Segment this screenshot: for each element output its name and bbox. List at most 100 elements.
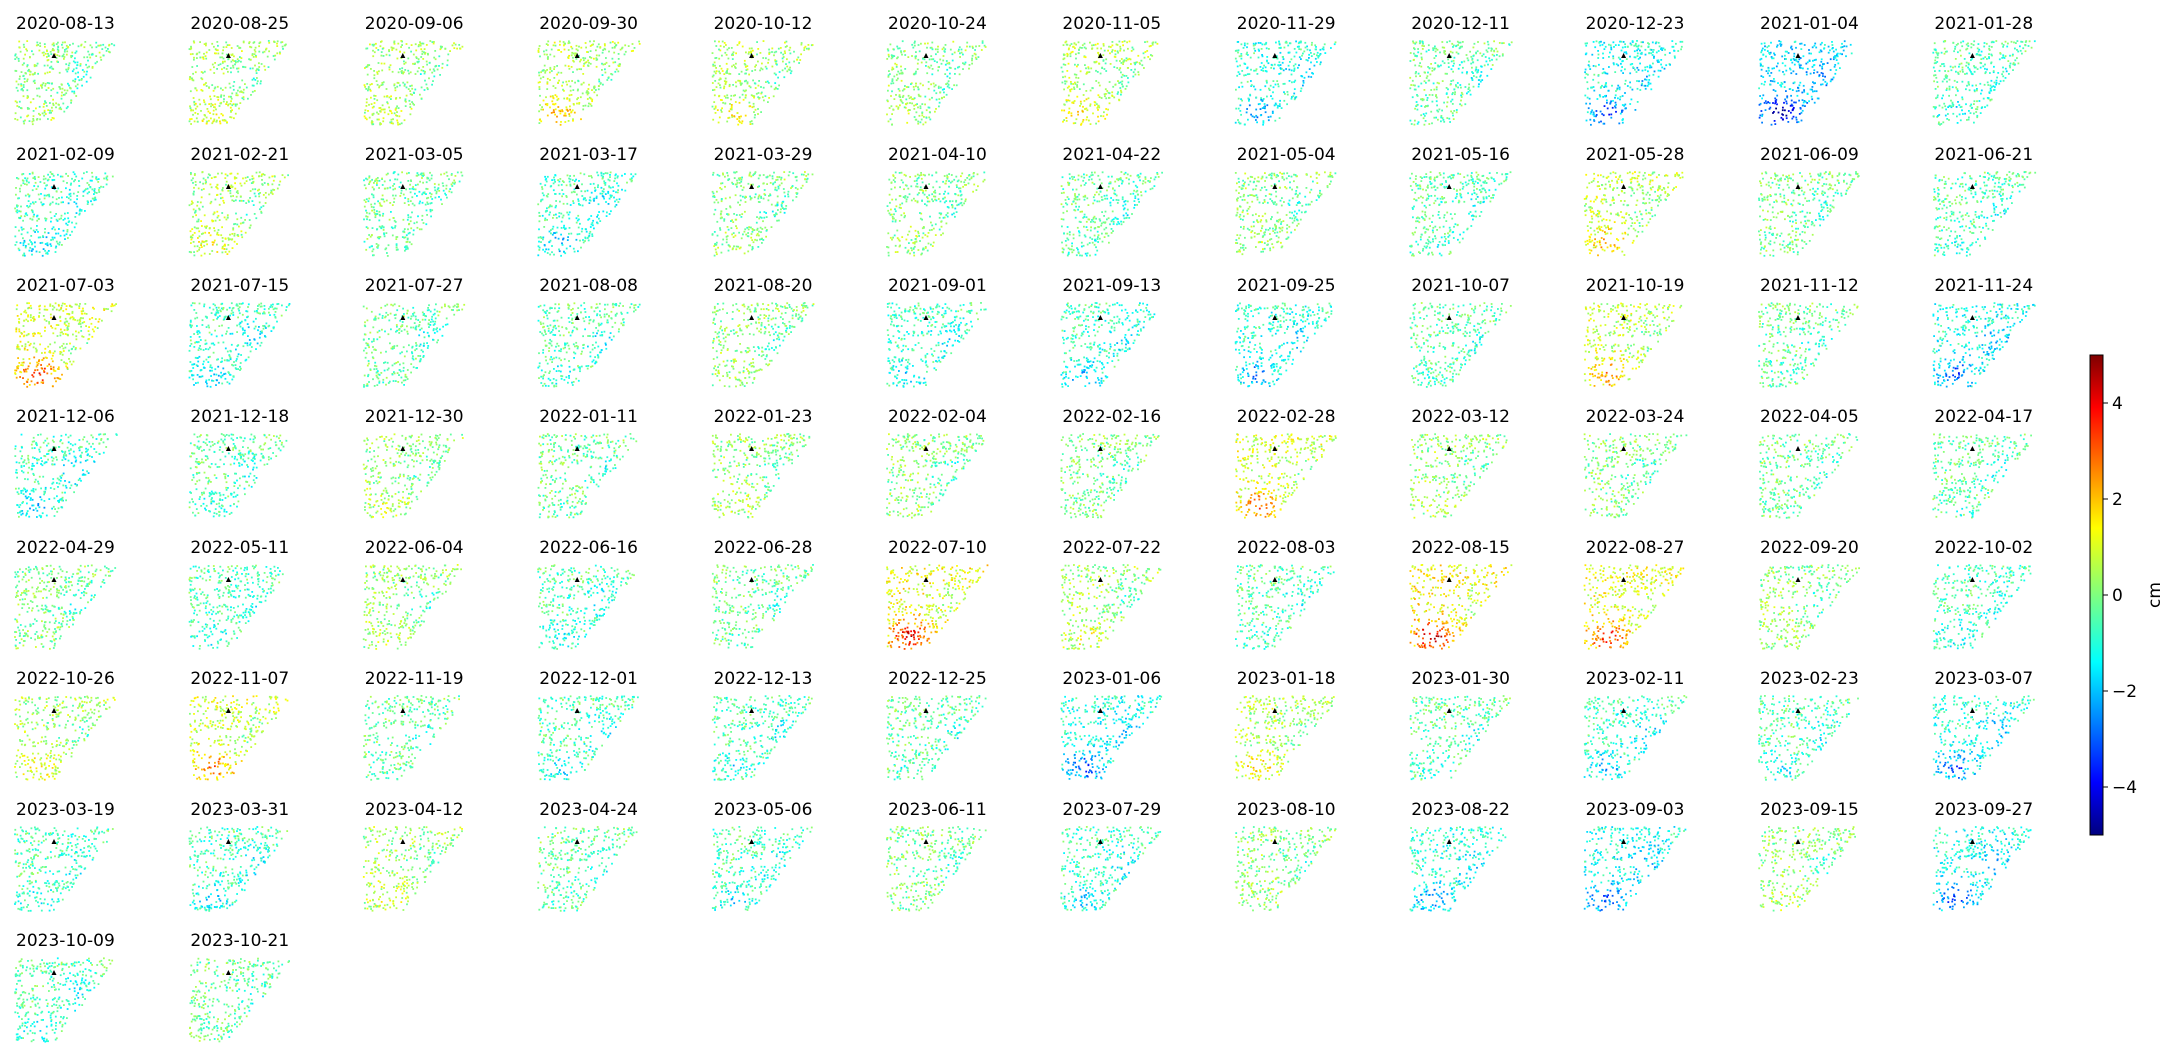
displacement-points: [886, 564, 988, 650]
panel-title: 2020-09-06: [365, 14, 464, 34]
displacement-points: [363, 695, 460, 781]
displacement-points: [363, 171, 463, 257]
displacement-points: [1584, 826, 1687, 912]
map-panel: 2023-09-15: [1758, 800, 1858, 912]
map-panel: 2021-10-19: [1584, 276, 1684, 387]
map-panel: 2022-02-28: [1235, 407, 1337, 519]
reference-point-marker: [1970, 446, 1975, 451]
displacement-points: [14, 957, 113, 1042]
displacement-points: [886, 695, 986, 780]
displacement-points: [886, 826, 987, 912]
panel-title: 2022-03-24: [1586, 407, 1685, 427]
displacement-points: [1584, 40, 1683, 126]
panel-title: 2021-03-29: [714, 145, 813, 165]
map-panel: 2023-09-03: [1584, 800, 1687, 912]
reference-point-marker: [1098, 708, 1103, 713]
reference-point-marker: [1447, 53, 1452, 58]
displacement-points: [364, 40, 464, 126]
map-panel: 2023-02-23: [1758, 669, 1859, 781]
map-panel: 2022-09-20: [1759, 538, 1860, 650]
panel-title: 2020-10-24: [888, 14, 987, 34]
reference-point-marker: [1796, 53, 1801, 58]
panel-title: 2022-06-04: [365, 538, 464, 558]
panel-title: 2021-06-09: [1760, 145, 1859, 165]
reference-point-marker: [400, 577, 405, 582]
displacement-points: [14, 565, 116, 650]
map-panel: 2022-07-10: [886, 538, 988, 650]
panel-title: 2021-01-04: [1760, 14, 1859, 34]
map-panel: 2021-01-28: [1932, 14, 2035, 126]
map-panel: 2022-08-03: [1235, 538, 1336, 650]
displacement-points: [537, 564, 635, 650]
displacement-points: [1759, 433, 1858, 519]
displacement-points: [712, 826, 813, 911]
map-panel: 2021-12-30: [363, 407, 464, 518]
displacement-points: [1758, 695, 1859, 781]
reference-point-marker: [575, 839, 580, 844]
map-panel: 2022-04-05: [1759, 407, 1859, 519]
map-panel: 2020-10-12: [712, 14, 814, 126]
colorbar-tick-label: 0: [2112, 586, 2123, 606]
panel-title: 2022-09-20: [1760, 538, 1859, 558]
map-panel: 2021-12-18: [189, 407, 289, 517]
reference-point-marker: [1447, 839, 1452, 844]
panel-title: 2021-03-17: [539, 145, 638, 165]
reference-point-marker: [400, 184, 405, 189]
map-panel: 2020-12-23: [1584, 14, 1684, 126]
map-panel: 2022-08-15: [1409, 538, 1512, 650]
map-panel: 2023-08-10: [1235, 800, 1337, 911]
displacement-points: [189, 826, 289, 912]
panel-title: 2021-01-28: [1934, 14, 2033, 34]
panel-title: 2020-08-13: [16, 14, 115, 34]
map-panel: 2021-05-16: [1409, 145, 1511, 257]
reference-point-marker: [575, 577, 580, 582]
displacement-points: [1932, 302, 2035, 387]
map-panel: 2021-03-17: [537, 145, 638, 257]
displacement-points: [1584, 303, 1682, 387]
map-panel: 2022-04-17: [1932, 407, 2033, 519]
map-panel: 2023-01-30: [1409, 669, 1511, 781]
reference-point-marker: [1796, 184, 1801, 189]
displacement-points: [537, 302, 640, 387]
map-panel: 2021-06-09: [1758, 145, 1860, 257]
map-panel: 2022-03-24: [1584, 407, 1688, 518]
map-panel: 2022-11-07: [189, 669, 289, 781]
displacement-points: [189, 695, 288, 781]
panel-title: 2022-11-19: [365, 669, 464, 689]
displacement-points: [1409, 695, 1511, 780]
reference-point-marker: [1447, 315, 1452, 320]
displacement-points: [1235, 171, 1336, 255]
displacement-points: [189, 565, 284, 650]
displacement-points: [1061, 695, 1163, 780]
map-panel: 2022-08-27: [1584, 538, 1685, 650]
panel-title: 2021-07-15: [190, 276, 289, 296]
panel-title: 2023-04-24: [539, 800, 638, 820]
reference-point-marker: [1272, 839, 1277, 844]
map-panel: 2022-06-28: [712, 538, 814, 649]
map-panel: 2021-03-29: [712, 145, 814, 257]
panel-title: 2022-08-15: [1411, 538, 1510, 558]
panel-title: 2023-03-19: [16, 800, 115, 820]
panel-title: 2021-05-28: [1586, 145, 1685, 165]
displacement-points: [712, 302, 815, 387]
panel-title: 2022-08-27: [1586, 538, 1685, 558]
colorbar-label: cm: [2145, 582, 2165, 608]
displacement-points: [189, 958, 290, 1043]
displacement-points: [363, 303, 465, 387]
displacement-points: [538, 40, 641, 125]
map-panel: 2021-11-24: [1932, 276, 2035, 388]
reference-point-marker: [924, 839, 929, 844]
panel-title: 2023-03-31: [190, 800, 289, 820]
map-panel: 2021-02-21: [189, 145, 290, 257]
reference-point-marker: [226, 970, 231, 975]
map-panel: 2022-02-16: [1061, 407, 1162, 518]
displacement-points: [1061, 171, 1163, 256]
reference-point-marker: [52, 577, 57, 582]
map-panel: 2021-04-10: [886, 145, 987, 256]
reference-point-marker: [1796, 446, 1801, 451]
displacement-points: [1061, 433, 1160, 518]
panel-title: 2023-01-18: [1237, 669, 1336, 689]
map-panel: 2022-10-02: [1933, 538, 2034, 649]
displacement-points: [189, 40, 287, 125]
displacement-points: [1410, 302, 1512, 388]
